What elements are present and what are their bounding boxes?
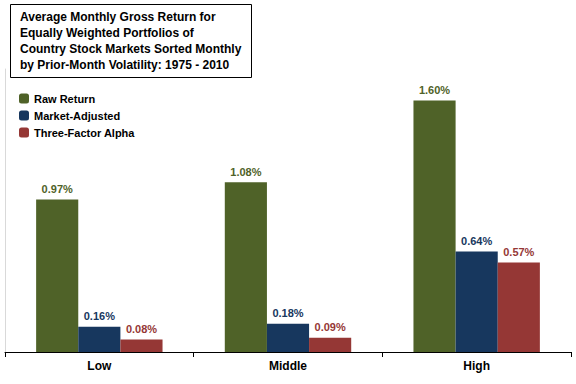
svg-text:0.08%: 0.08% (126, 323, 157, 335)
svg-text:Equally Weighted Portfolios of: Equally Weighted Portfolios of (20, 26, 195, 40)
svg-text:1.08%: 1.08% (230, 166, 261, 178)
svg-text:0.97%: 0.97% (42, 183, 73, 195)
svg-text:Three-Factor Alpha: Three-Factor Alpha (34, 127, 135, 139)
svg-text:Country Stock Markets Sorted M: Country Stock Markets Sorted Monthly (20, 42, 242, 56)
svg-text:0.16%: 0.16% (84, 310, 115, 322)
svg-text:Raw Return: Raw Return (34, 93, 95, 105)
svg-text:Average Monthly Gross Return f: Average Monthly Gross Return for (20, 10, 216, 24)
svg-text:by Prior-Month Volatility: 197: by Prior-Month Volatility: 1975 - 2010 (20, 58, 229, 72)
svg-text:0.57%: 0.57% (503, 246, 534, 258)
svg-text:0.18%: 0.18% (272, 307, 303, 319)
svg-text:High: High (463, 359, 490, 373)
svg-text:0.09%: 0.09% (315, 321, 346, 333)
svg-text:Low: Low (87, 359, 112, 373)
svg-text:Middle: Middle (269, 359, 307, 373)
svg-text:0.64%: 0.64% (461, 235, 492, 247)
svg-text:Market-Adjusted: Market-Adjusted (34, 110, 120, 122)
svg-text:1.60%: 1.60% (419, 84, 450, 96)
